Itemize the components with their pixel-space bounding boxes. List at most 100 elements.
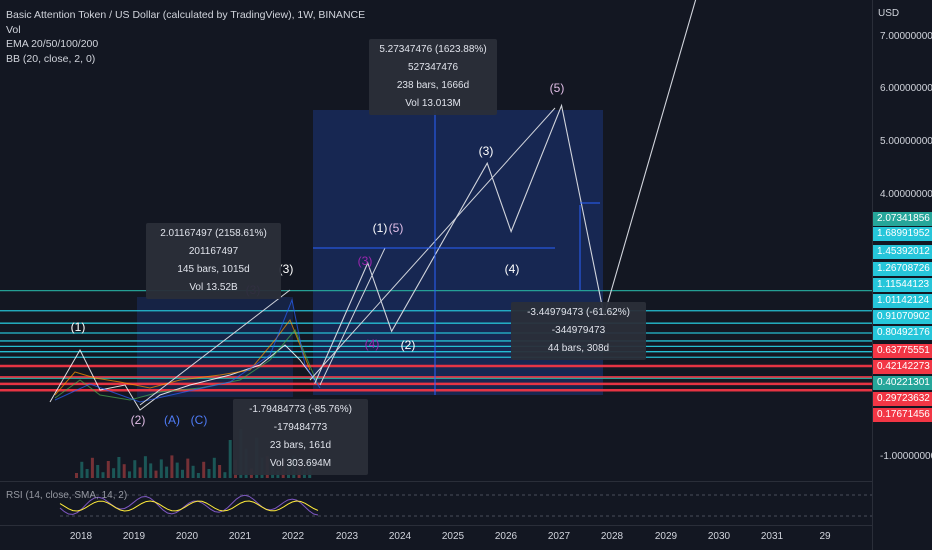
price-level-box: 0.63775551	[873, 344, 932, 358]
measure-right-bars: 44 bars, 308d	[547, 343, 610, 354]
wave-label: (4)	[365, 337, 380, 351]
currency-label: USD	[878, 8, 900, 19]
price-level-box: 1.68991952	[873, 227, 932, 241]
volume-bar	[128, 471, 131, 478]
x-tick: 2031	[760, 531, 784, 542]
x-tick: 2022	[281, 531, 305, 542]
volume-bar	[154, 470, 158, 478]
volume-bar	[143, 456, 147, 478]
volume-bar	[202, 461, 206, 478]
trend-line	[139, 289, 291, 406]
measure-box-low[interactable]: -1.79484773 (-85.76%) -179484773 23 bars…	[233, 399, 368, 475]
volume-bar	[212, 457, 216, 478]
price-level-box: 0.80492176	[873, 326, 932, 340]
measure-box-top[interactable]: 5.27347476 (1623.88%) 527347476 238 bars…	[369, 39, 497, 115]
volume-bar	[196, 473, 200, 478]
legend-ema[interactable]: EMA 20/50/100/200	[6, 38, 99, 50]
volume-bar	[191, 465, 195, 478]
volume-bar	[112, 468, 116, 478]
volume-bar	[223, 472, 227, 478]
wave-label: (2)	[401, 338, 416, 352]
legend-bb[interactable]: BB (20, close, 2, 0)	[6, 52, 96, 65]
wave-label: (1)	[71, 320, 86, 334]
measure-mid-vol: Vol 13.52B	[189, 282, 238, 293]
projected-wave-path	[314, 0, 697, 384]
legend-vol[interactable]: Vol	[6, 23, 21, 36]
x-tick: 29	[819, 531, 831, 542]
rsi-line	[59, 494, 319, 516]
price-level-box: 1.45392012	[873, 245, 932, 259]
price-level-box: 1.11544123	[873, 278, 932, 292]
volume-bar	[165, 466, 169, 478]
volume-bar	[181, 469, 184, 478]
volume-bar	[133, 460, 137, 478]
y-tick: 4.00000000	[880, 189, 932, 200]
measure-top-vol: Vol 13.013M	[405, 98, 461, 109]
y-tick: 5.00000000	[880, 136, 932, 147]
price-level-box: 1.01142124	[873, 294, 932, 308]
volume-bar	[228, 440, 232, 478]
volume-bar	[175, 462, 179, 478]
measure-right-change: -3.44979473 (-61.62%) -344979473	[527, 307, 630, 336]
volume-bar	[117, 457, 121, 478]
x-tick: 2026	[494, 531, 518, 542]
rsi-sma-line	[59, 500, 319, 512]
wave-label: (3)	[358, 254, 373, 268]
volume-bar	[159, 459, 163, 478]
chart-legend: Basic Attention Token / US Dollar (calcu…	[6, 8, 365, 66]
x-tick: 2027	[547, 531, 571, 542]
trend-line	[319, 247, 386, 386]
wave-label: (1)	[373, 221, 388, 235]
volume-bar	[80, 461, 84, 478]
ema-line	[54, 318, 311, 396]
volume-bar	[149, 463, 153, 478]
volume-bar	[85, 469, 89, 478]
price-level-box: 0.29723632	[873, 392, 932, 406]
wave-label: (5)	[550, 81, 565, 95]
x-tick: 2023	[335, 531, 359, 542]
price-level-box: 1.26708726	[873, 262, 932, 276]
volume-bar	[186, 458, 190, 478]
x-tick: 2030	[707, 531, 731, 542]
wave-label: (5)	[389, 221, 404, 235]
price-level-box: 0.42142273	[873, 360, 932, 374]
volume-bar	[218, 465, 222, 478]
x-tick: 2021	[228, 531, 252, 542]
volume-bar	[122, 464, 126, 478]
volume-bar	[90, 457, 94, 478]
measure-box-mid[interactable]: 2.01167497 (2158.61%) 201167497 145 bars…	[146, 223, 281, 299]
price-level-box: 0.17671456	[873, 408, 932, 422]
volume-bar	[170, 455, 174, 478]
bb-band-line	[54, 298, 321, 403]
measure-low-bars: 23 bars, 161d	[269, 440, 332, 451]
x-tick: 2025	[441, 531, 465, 542]
measure-low-vol: Vol 303.694M	[269, 458, 332, 469]
volume-bar	[101, 472, 105, 478]
measure-top-change: 5.27347476 (1623.88%) 527347476	[379, 44, 487, 73]
measure-box-right[interactable]: -3.44979473 (-61.62%) -344979473 44 bars…	[511, 302, 646, 360]
measure-top-bars: 238 bars, 1666d	[396, 80, 470, 91]
rsi-legend[interactable]: RSI (14, close, SMA, 14, 2)	[6, 490, 128, 501]
volume-bar	[207, 469, 211, 478]
x-tick: 2019	[122, 531, 146, 542]
price-level-box: 0.40221301	[873, 376, 932, 390]
bb-line	[54, 329, 319, 401]
trend-line	[309, 107, 556, 381]
wave-label: (3)	[479, 144, 494, 158]
y-tick: -1.00000000	[880, 451, 932, 462]
x-tick: 2028	[600, 531, 624, 542]
x-tick: 2020	[175, 531, 199, 542]
volume-bar	[138, 467, 142, 478]
wave-label: (A)	[164, 413, 180, 427]
wave-label: (C)	[191, 413, 208, 427]
legend-title: Basic Attention Token / US Dollar (calcu…	[6, 9, 366, 21]
wave-label: (3)	[279, 262, 294, 276]
measure-low-change: -1.79484773 (-85.76%) -179484773	[249, 404, 352, 433]
volume-bar	[96, 465, 100, 478]
price-level-box: 0.91070902	[873, 310, 932, 324]
x-tick: 2018	[69, 531, 93, 542]
y-tick: 6.00000000	[880, 83, 932, 94]
wave-label: (4)	[505, 262, 520, 276]
y-tick: 7.00000000	[880, 31, 932, 42]
volume-bar	[106, 461, 110, 478]
